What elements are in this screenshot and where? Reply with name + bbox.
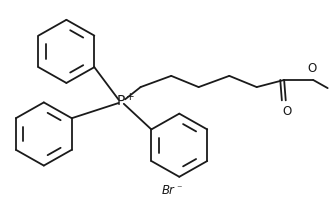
Text: Br: Br bbox=[162, 184, 174, 197]
Text: O: O bbox=[283, 105, 292, 118]
Text: P: P bbox=[117, 94, 125, 108]
Text: +: + bbox=[126, 92, 135, 102]
Text: O: O bbox=[307, 62, 316, 76]
Text: ⁻: ⁻ bbox=[176, 184, 181, 194]
